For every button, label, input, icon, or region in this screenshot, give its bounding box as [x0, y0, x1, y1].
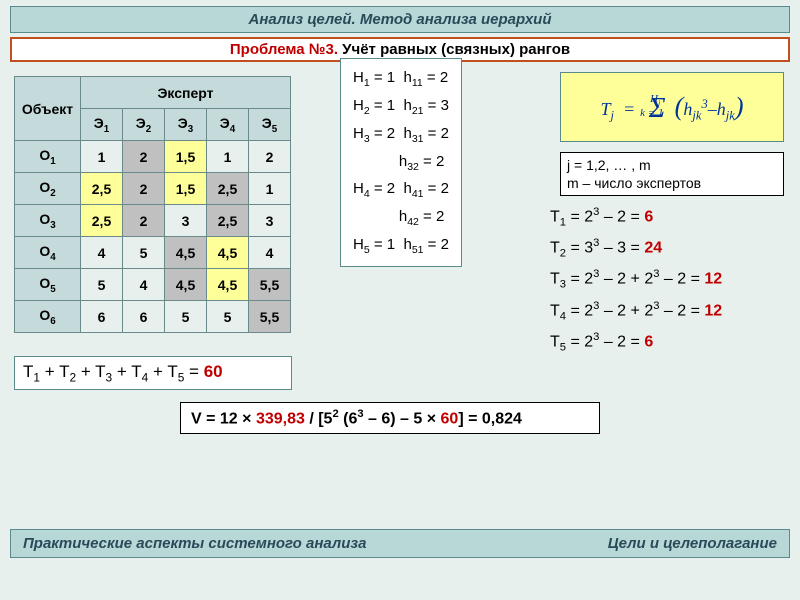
table-cell: 5: [207, 301, 249, 333]
footer-left: Практические аспекты системного анализа: [23, 535, 366, 552]
table-cell: 6: [81, 301, 123, 333]
object-cell: О1: [15, 141, 81, 173]
expert-col: Э4: [207, 109, 249, 141]
main-content: Объект Эксперт Э1Э2Э3Э4Э5 О1121,512О22,5…: [10, 68, 790, 558]
table-cell: 1,5: [165, 173, 207, 205]
h-line: H2 = 1 h21 = 3: [353, 93, 449, 121]
h-line: H5 = 1 h51 = 2: [353, 232, 449, 260]
expert-header: Эксперт: [81, 77, 291, 109]
v-equation: V = 12 × 339,83 / [52 (63 – 6) – 5 × 60]…: [180, 402, 600, 434]
table-cell: 3: [249, 205, 291, 237]
table-cell: 2,5: [81, 173, 123, 205]
table-cell: 6: [123, 301, 165, 333]
j-note: j = 1,2, … , m m – число экспертов: [560, 152, 784, 196]
page-title: Анализ целей. Метод анализа иерархий: [10, 6, 790, 33]
h-line: H3 = 2 h31 = 2: [353, 121, 449, 149]
table-cell: 4: [123, 269, 165, 301]
table-cell: 2: [123, 173, 165, 205]
expert-col: Э2: [123, 109, 165, 141]
table-cell: 5: [123, 237, 165, 269]
table-cell: 2,5: [207, 205, 249, 237]
object-cell: О2: [15, 173, 81, 205]
object-cell: О5: [15, 269, 81, 301]
table-cell: 3: [165, 205, 207, 237]
table-cell: 4,5: [165, 269, 207, 301]
table-cell: 2: [123, 141, 165, 173]
problem-label: Проблема №3.: [230, 41, 338, 58]
expert-col: Э3: [165, 109, 207, 141]
j-line1: j = 1,2, … , m: [567, 156, 777, 174]
table-cell: 2,5: [81, 205, 123, 237]
t-equation: T3 = 23 – 2 + 23 – 2 = 12: [550, 264, 784, 295]
object-cell: О4: [15, 237, 81, 269]
t-equation: T2 = 33 – 3 = 24: [550, 233, 784, 264]
ranks-table: Объект Эксперт Э1Э2Э3Э4Э5 О1121,512О22,5…: [14, 76, 291, 333]
table-cell: 4,5: [165, 237, 207, 269]
h-line: H4 = 2 h41 = 2: [353, 176, 449, 204]
h-line: h42 = 2: [353, 204, 449, 232]
table-cell: 4,5: [207, 237, 249, 269]
t-sum-box: T1 + T2 + T3 + T4 + T5 = 60: [14, 356, 292, 390]
object-cell: О6: [15, 301, 81, 333]
h-line: H1 = 1 h11 = 2: [353, 65, 449, 93]
j-line2: m – число экспертов: [567, 174, 777, 192]
table-cell: 2,5: [207, 173, 249, 205]
table-cell: 5: [81, 269, 123, 301]
table-cell: 5,5: [249, 269, 291, 301]
object-cell: О3: [15, 205, 81, 237]
t-equations: T1 = 23 – 2 = 6T2 = 33 – 3 = 24T3 = 23 –…: [550, 202, 784, 358]
table-cell: 5,5: [249, 301, 291, 333]
table-cell: 2: [123, 205, 165, 237]
table-cell: 4,5: [207, 269, 249, 301]
table-cell: 1,5: [165, 141, 207, 173]
expert-col: Э5: [249, 109, 291, 141]
footer-right: Цели и целеполагание: [608, 535, 777, 552]
object-header: Объект: [15, 77, 81, 141]
table-cell: 5: [165, 301, 207, 333]
problem-text: Учёт равных (связных) рангов: [342, 41, 570, 58]
t-equation: T1 = 23 – 2 = 6: [550, 202, 784, 233]
expert-col: Э1: [81, 109, 123, 141]
footer: Практические аспекты системного анализа …: [10, 529, 790, 558]
h-values-box: H1 = 1 h11 = 2H2 = 1 h21 = 3H3 = 2 h31 =…: [340, 58, 462, 267]
t-equation: T4 = 23 – 2 + 23 – 2 = 12: [550, 296, 784, 327]
table-cell: 4: [249, 237, 291, 269]
tj-formula: Tj = Σ Hj k = 1 (hjk3–hjk): [560, 72, 784, 142]
table-cell: 2: [249, 141, 291, 173]
table-cell: 4: [81, 237, 123, 269]
table-cell: 1: [207, 141, 249, 173]
table-cell: 1: [81, 141, 123, 173]
t-equation: T5 = 23 – 2 = 6: [550, 327, 784, 358]
table-cell: 1: [249, 173, 291, 205]
h-line: h32 = 2: [353, 149, 449, 177]
